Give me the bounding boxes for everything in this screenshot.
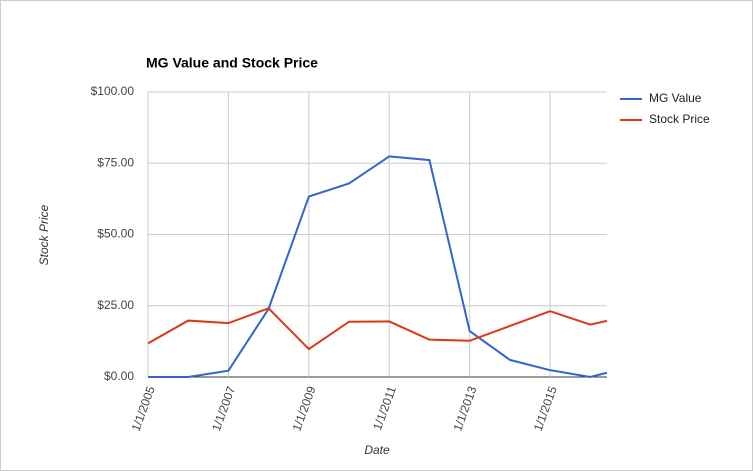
y-tick-label: $100.00 [91, 84, 135, 98]
y-tick-label: $75.00 [97, 155, 134, 169]
chart-title: MG Value and Stock Price [146, 55, 318, 71]
x-axis-title: Date [364, 443, 390, 457]
y-tick-label: $0.00 [104, 369, 134, 383]
y-axis-title: Stock Price [37, 204, 51, 265]
y-tick-label: $50.00 [97, 227, 134, 241]
series-line [148, 155, 608, 379]
legend-text: Stock Price [649, 112, 710, 126]
series-line [147, 307, 608, 351]
legend-text: MG Value [649, 91, 702, 105]
y-tick-label: $25.00 [97, 298, 134, 312]
